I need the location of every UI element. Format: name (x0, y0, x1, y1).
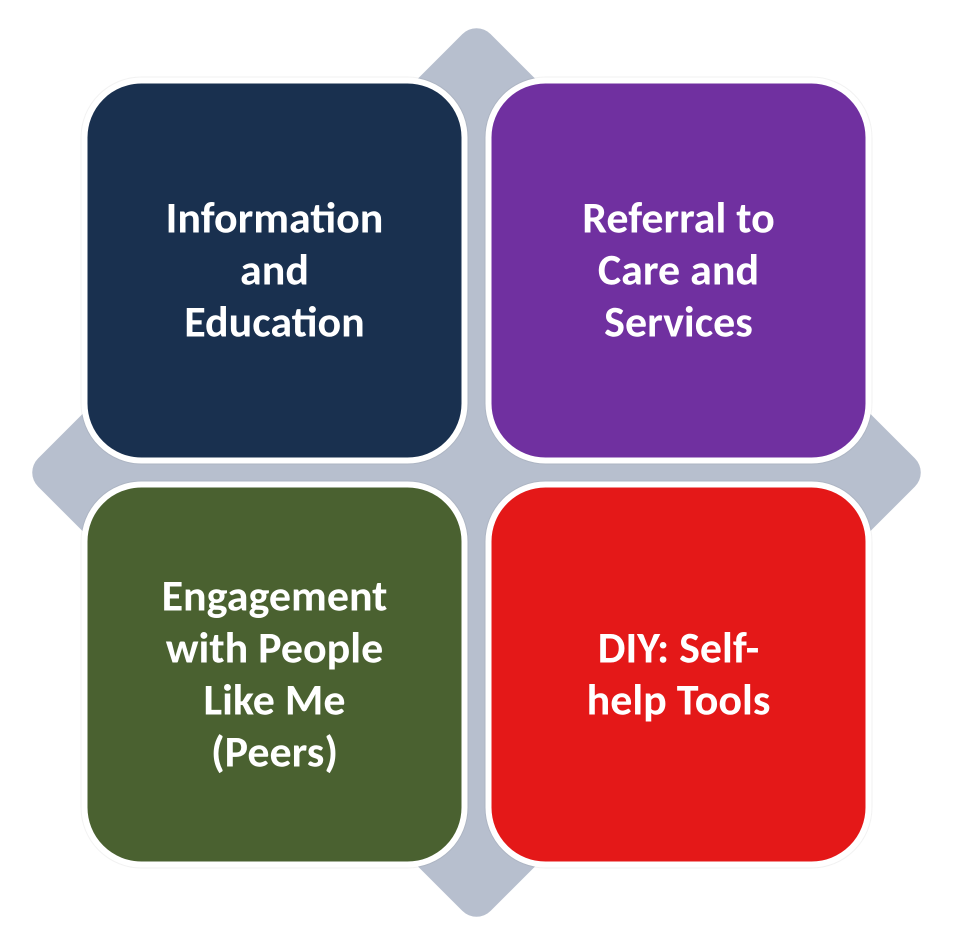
tile-info-education: Information and Education (82, 78, 468, 464)
diagram-stage: Information and Education Referral to Ca… (0, 0, 953, 945)
tile-label: Referral to Care and Services (582, 193, 775, 349)
tile-label: Engagement with People Like Me (Peers) (162, 571, 388, 779)
quadrant-grid: Information and Education Referral to Ca… (82, 78, 872, 868)
tile-referral-care: Referral to Care and Services (486, 78, 872, 464)
tile-label: DIY: Self- help Tools (587, 623, 771, 727)
tile-engagement-peers: Engagement with People Like Me (Peers) (82, 482, 468, 868)
tile-diy-selfhelp: DIY: Self- help Tools (486, 482, 872, 868)
tile-label: Information and Education (166, 193, 384, 349)
